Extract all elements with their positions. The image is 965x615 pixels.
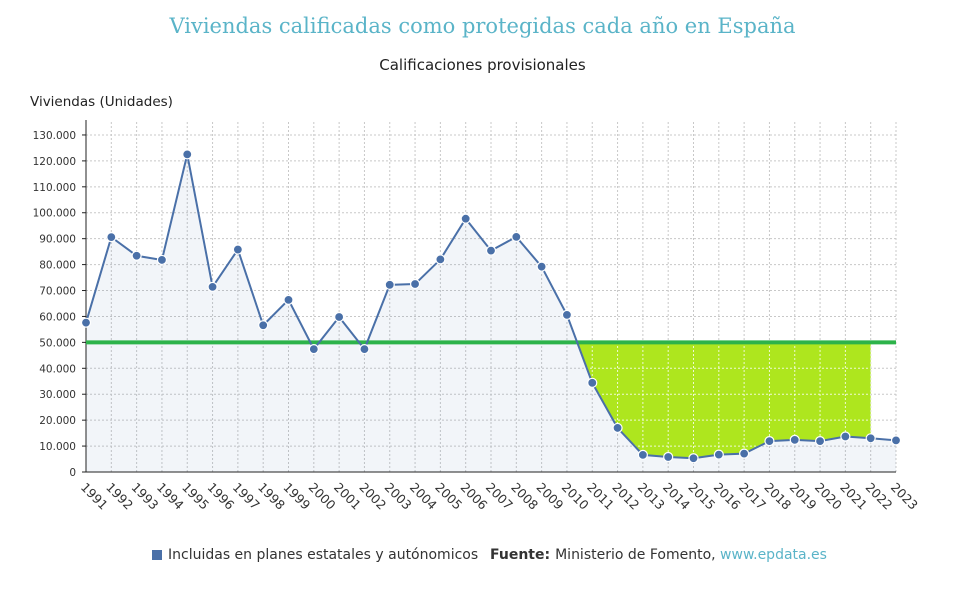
x-tick-label: 2011 [584, 480, 617, 513]
x-tick-label: 2023 [888, 480, 921, 513]
y-tick-label: 60.000 [39, 311, 76, 323]
data-point [460, 213, 471, 224]
data-point [384, 279, 395, 290]
x-tick-label: 1991 [78, 480, 111, 513]
data-point [814, 436, 826, 447]
x-tick-label: 2006 [458, 480, 491, 513]
y-tick-label: 50.000 [39, 337, 76, 349]
data-point [764, 436, 775, 447]
x-tick-label: 2014 [660, 480, 693, 513]
x-tick-label: 2002 [356, 480, 389, 513]
data-point [308, 344, 319, 355]
line-chart: 0 10.000 20.000 30.000 40.000 50.000 60.000 70.… [33, 120, 921, 513]
data-point [865, 433, 876, 444]
data-point [131, 250, 142, 261]
data-point [612, 422, 623, 434]
data-point [485, 245, 497, 256]
x-tick-label: 1992 [103, 480, 136, 513]
data-point [435, 254, 446, 265]
data-point [80, 317, 92, 328]
x-tick-label: 2020 [812, 480, 845, 513]
x-tick-label: 2001 [331, 480, 364, 513]
data-point [156, 254, 168, 266]
data-point [409, 278, 421, 290]
legend-label: Incluidas en planes estatales y autónomi… [168, 547, 479, 563]
data-point [359, 344, 370, 355]
source-text: Ministerio de Fomento, [555, 547, 716, 563]
x-tick-label: 2008 [508, 480, 541, 513]
y-tick-label: 30.000 [39, 389, 76, 401]
data-point [334, 311, 345, 323]
legend-swatch [152, 550, 162, 560]
data-point [739, 448, 750, 459]
data-point [207, 281, 218, 292]
data-point [840, 431, 851, 442]
y-tick-label: 100.000 [33, 208, 76, 220]
x-tick-label: 1994 [154, 480, 187, 513]
source-note: Fuente: Ministerio de Fomento, www.epdat… [490, 545, 827, 565]
x-tick-label: 2009 [534, 480, 567, 513]
x-tick-label: 2007 [483, 480, 516, 513]
data-point [789, 434, 800, 445]
chart-subtitle: Calificaciones provisionales [379, 56, 586, 74]
x-tick-label: 2017 [736, 480, 769, 513]
x-tick-label: 2015 [685, 480, 718, 513]
data-point [283, 294, 294, 305]
x-tick-label: 2010 [559, 480, 592, 513]
y-tick-label: 120.000 [33, 156, 76, 168]
y-tick-label: 40.000 [39, 363, 76, 375]
chart-title: Viviendas calificadas como protegidas ca… [169, 14, 796, 38]
y-tick-label: 90.000 [39, 234, 76, 246]
data-point [511, 231, 522, 242]
data-point [561, 309, 573, 320]
x-tick-label: 1995 [179, 480, 212, 513]
x-tick-label: 2021 [837, 480, 870, 513]
source-link[interactable]: www.epdata.es [720, 547, 827, 563]
x-tick-label: 2003 [382, 480, 415, 513]
y-tick-label: 20.000 [39, 415, 76, 427]
data-point [587, 377, 598, 388]
data-point [890, 435, 902, 446]
source-label: Fuente: [490, 547, 551, 563]
x-tick-label: 1999 [280, 480, 313, 513]
x-tick-label: 1996 [204, 480, 237, 513]
data-point [258, 320, 269, 331]
y-tick-label: 70.000 [39, 286, 76, 298]
x-tick-label: 1997 [230, 480, 263, 513]
x-tick-label: 2005 [432, 480, 465, 513]
y-tick-label: 10.000 [39, 441, 76, 453]
y-axis-label: Viviendas (Unidades) [30, 94, 173, 110]
data-point [232, 244, 243, 255]
data-point [182, 149, 193, 160]
x-tick-label: 2016 [711, 480, 744, 513]
data-point [663, 451, 674, 463]
y-tick-label: 110.000 [33, 182, 76, 194]
x-tick-label: 2019 [787, 480, 820, 513]
y-tick-label: 80.000 [39, 260, 76, 272]
highlight-area [577, 342, 871, 459]
x-tick-label: 2022 [863, 480, 896, 513]
x-tick-label: 2012 [609, 480, 642, 513]
x-tick-label: 2004 [407, 480, 440, 513]
y-tick-label: 130.000 [33, 130, 76, 142]
data-point [637, 449, 648, 460]
y-tick-label: 0 [69, 467, 76, 479]
x-tick-label: 2000 [306, 480, 339, 513]
data-point [688, 453, 699, 464]
series-area [86, 154, 896, 472]
x-tick-label: 1998 [255, 480, 288, 513]
x-tick-label: 2013 [635, 480, 668, 513]
x-tick-label: 2018 [761, 480, 794, 513]
data-point [713, 449, 724, 460]
data-point [536, 261, 547, 272]
x-tick-label: 1993 [129, 480, 162, 513]
legend[interactable]: Incluidas en planes estatales y autónomi… [152, 545, 478, 565]
data-point [106, 232, 117, 243]
